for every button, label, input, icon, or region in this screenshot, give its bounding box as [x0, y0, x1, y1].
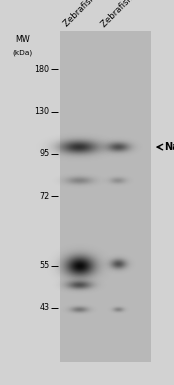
Text: 180: 180 [35, 65, 50, 74]
Text: Nat10: Nat10 [164, 142, 174, 152]
Text: Zebrafish eye: Zebrafish eye [100, 0, 148, 29]
Text: 43: 43 [40, 303, 50, 313]
Text: MW: MW [15, 35, 30, 44]
Text: 72: 72 [39, 192, 50, 201]
Bar [60, 31, 151, 362]
Text: Zebrafish brain: Zebrafish brain [62, 0, 115, 29]
Text: 130: 130 [35, 107, 50, 116]
Text: 55: 55 [39, 261, 50, 270]
Text: 95: 95 [39, 149, 50, 159]
Text: (kDa): (kDa) [13, 50, 33, 56]
